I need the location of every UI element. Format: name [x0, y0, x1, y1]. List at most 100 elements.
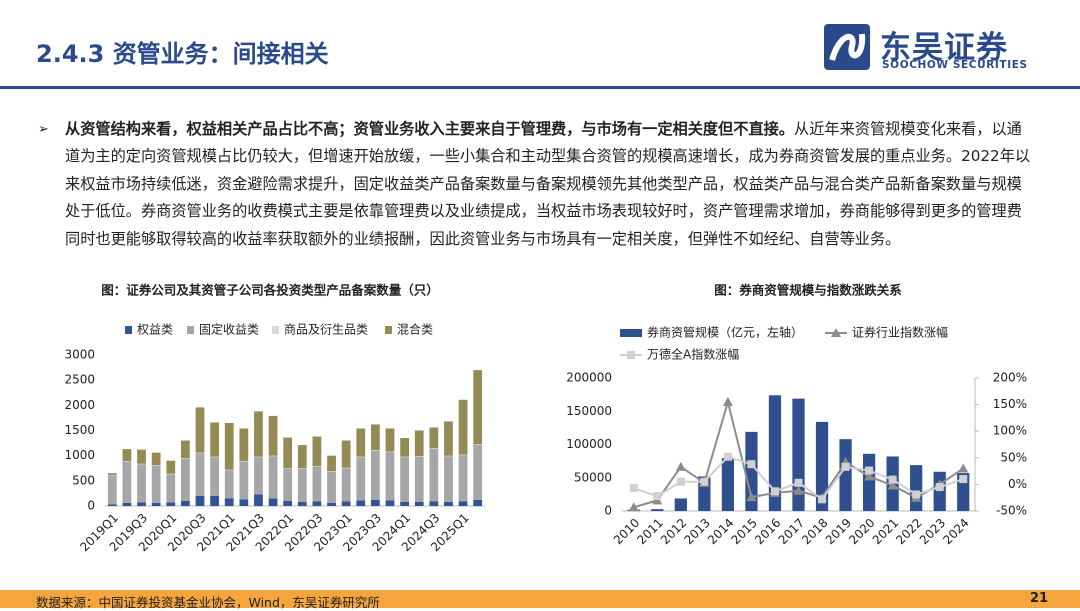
bar-segment: [137, 464, 146, 503]
legend-swatch: [385, 326, 392, 334]
x-tick-label: 2020: [846, 516, 877, 547]
bar-segment: [195, 495, 205, 506]
bar-segment: [210, 456, 219, 458]
chart-title: 图：券商资管规模与指数涨跌关系: [714, 283, 902, 298]
y-tick-label: 200000: [566, 371, 612, 385]
bar-segment: [166, 502, 176, 506]
bar-segment: [458, 454, 468, 456]
bar-segment: [429, 448, 439, 502]
bar-segment: [371, 499, 380, 506]
bar-segment: [268, 415, 278, 456]
legend-label: 券商资管规模（亿元，左轴）: [647, 325, 803, 340]
y2-tick-label: 50%: [1000, 450, 1027, 464]
bar-segment: [297, 501, 307, 506]
charts: 图：证券公司及其资管子公司各投资类型产品备案数量（只） 0 500 1000 1500 2…: [64, 283, 1027, 555]
bar-segment: [341, 467, 351, 469]
bar-segment: [444, 455, 453, 457]
y-tick-label: 100000: [566, 437, 612, 451]
bar-segment: [268, 455, 278, 457]
marker: [818, 495, 827, 504]
bar-segment: [444, 456, 453, 502]
logo-icon: [824, 24, 870, 70]
bar-segment: [327, 471, 336, 503]
marker: [935, 483, 944, 492]
bar-segment: [400, 438, 409, 457]
marker: [959, 475, 968, 484]
bar: [651, 509, 664, 511]
bar-segment: [327, 471, 336, 472]
x-tick-label: 2011: [634, 516, 665, 547]
bar-segment: [429, 427, 439, 449]
x-tick-label: 2014: [705, 516, 736, 547]
bar-segment: [239, 461, 249, 462]
y-tick-label: 2500: [64, 373, 95, 387]
y2-tick-label: 100%: [993, 424, 1027, 438]
bar-segment: [297, 445, 307, 469]
bar-segment: [371, 450, 380, 451]
bar-segment: [137, 449, 146, 464]
y2-tick-label: 0%: [1008, 477, 1027, 491]
bar-segment: [151, 465, 161, 466]
y-tick-label: 0: [87, 499, 95, 513]
bar-segment: [473, 444, 483, 500]
y-tick-label: 50000: [574, 470, 612, 484]
marker: [723, 452, 732, 461]
bar-segment: [268, 456, 278, 499]
title-rule: [0, 86, 1080, 89]
bar-segment: [414, 501, 424, 506]
x-tick-label: 2024: [940, 516, 971, 547]
bar-segment: [400, 501, 409, 506]
bar-segment: [327, 455, 336, 472]
bar-segment: [458, 455, 468, 502]
footer-bar: [0, 590, 1080, 608]
bar-segment: [224, 498, 234, 506]
bar-segment: [137, 463, 146, 465]
bar-segment: [151, 465, 161, 503]
bar-segment: [122, 461, 132, 503]
bar-segment: [137, 502, 146, 506]
marker: [841, 462, 850, 471]
bar-segment: [356, 500, 366, 506]
bar-segment: [283, 437, 293, 469]
bar-segment: [414, 456, 424, 457]
bar-segment: [254, 494, 263, 506]
marker: [793, 485, 804, 495]
bar-segment: [239, 461, 249, 500]
bar-segment: [283, 468, 293, 469]
bar-segment: [400, 457, 409, 502]
x-tick-label: 2017: [776, 516, 807, 547]
marker: [627, 351, 635, 359]
legend-label: 商品及衍生品类: [284, 322, 368, 337]
bold-text: 从资管结构来看，权益相关产品占比不高；资管业务收入主要来自于管理费，与市场有一定…: [65, 120, 794, 138]
bar-segment: [181, 440, 190, 459]
bar-segment: [181, 500, 190, 506]
chart-title: 图：证券公司及其资管子公司各投资类型产品备案数量（只）: [101, 283, 439, 298]
logo-subtext: SOOCHOW SECURITIES: [882, 59, 1028, 71]
x-tick-label: 2018: [799, 516, 830, 547]
x-tick-label: 2012: [658, 516, 689, 547]
bar-segment: [414, 430, 424, 457]
legend-swatch: [620, 329, 642, 337]
bar: [815, 421, 829, 511]
marker: [653, 492, 662, 501]
logo-text: 东吴证券: [880, 30, 1008, 66]
bar: [933, 471, 946, 511]
marker: [746, 492, 757, 502]
bar-segment: [254, 411, 263, 457]
bar-segment: [297, 468, 307, 469]
marker: [770, 487, 779, 496]
marker: [700, 477, 709, 486]
y2-tick-label: -50%: [996, 504, 1027, 518]
y-tick-label: 0: [604, 504, 612, 518]
bar-segment: [254, 456, 263, 458]
x-tick-label: 2021: [870, 516, 901, 547]
bar: [910, 465, 923, 511]
bar-segment: [195, 452, 205, 454]
marker: [888, 475, 897, 484]
body-text: 从资管结构来看，权益相关产品占比不高；资管业务收入主要来自于管理费，与市场有一定…: [65, 116, 1033, 253]
bar-segment: [166, 473, 176, 475]
bar-segment: [385, 451, 395, 453]
bar-segment: [239, 499, 249, 506]
marker: [676, 477, 685, 486]
bar-segment: [210, 422, 219, 457]
